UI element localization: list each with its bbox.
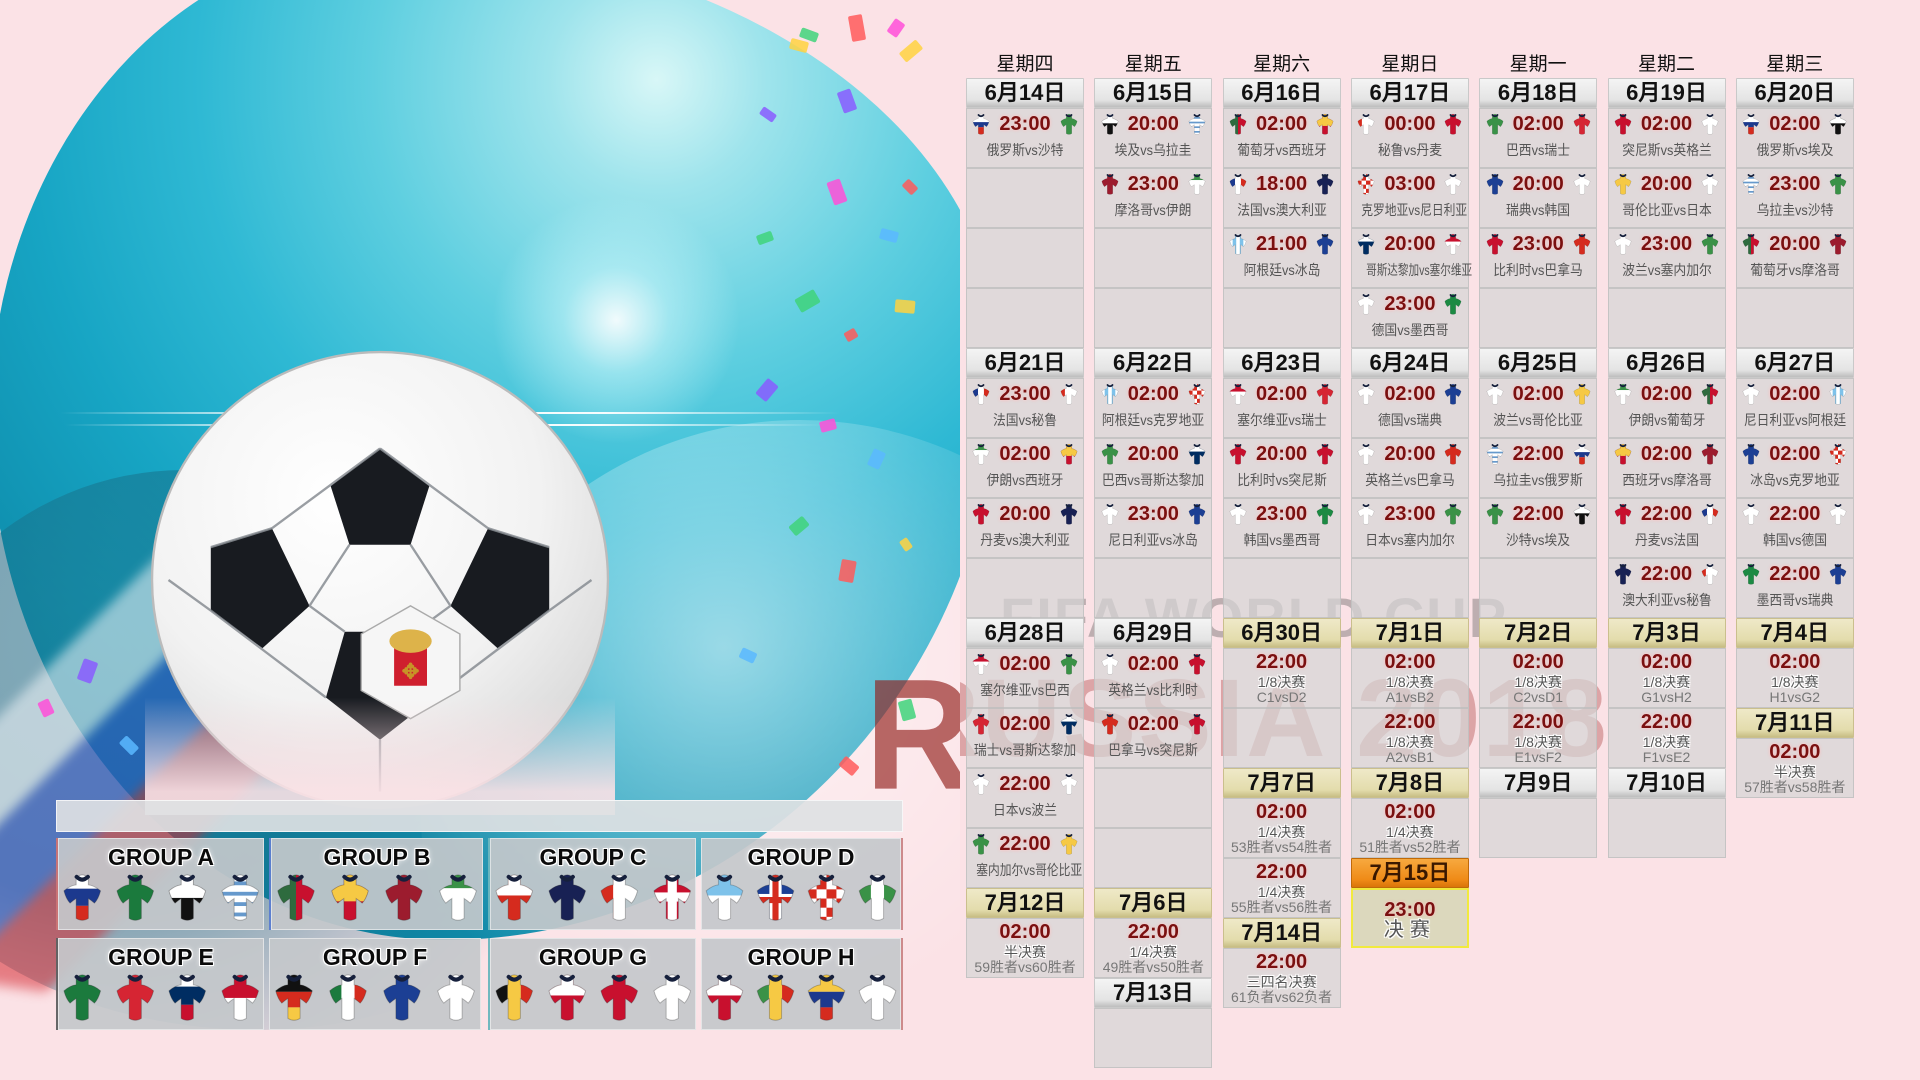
svg-text:✥: ✥ (402, 661, 420, 684)
